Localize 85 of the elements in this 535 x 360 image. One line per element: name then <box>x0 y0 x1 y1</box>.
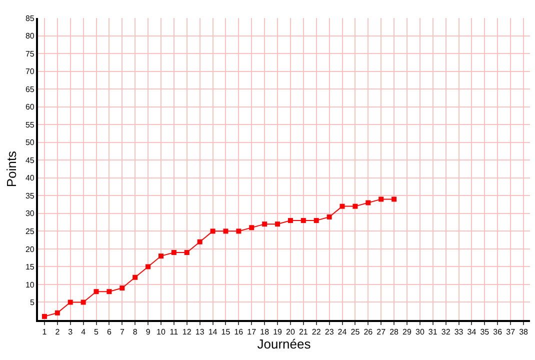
y-tick-label: 10 <box>25 280 35 290</box>
x-tick-label: 27 <box>376 328 386 337</box>
y-tick-label: 5 <box>30 298 35 308</box>
point <box>352 204 358 209</box>
point <box>94 289 99 294</box>
y-tick-label: 85 <box>25 14 35 23</box>
y-tick-label: 15 <box>25 262 35 272</box>
y-tick-label: 20 <box>25 244 35 254</box>
point <box>326 214 332 220</box>
x-tick-label: 4 <box>81 328 86 337</box>
point <box>210 228 216 234</box>
point <box>249 225 254 230</box>
x-tick-label: 3 <box>68 328 74 337</box>
x-axis-title: Journées <box>257 336 312 352</box>
x-tick-label: 1 <box>42 328 48 337</box>
x-tick-label: 23 <box>324 328 334 337</box>
x-tick-label: 8 <box>132 328 138 337</box>
point <box>378 196 384 202</box>
x-tick-label: 30 <box>415 328 425 337</box>
point <box>132 274 138 280</box>
y-tick-label: 65 <box>25 84 35 94</box>
y-tick-label: 35 <box>25 191 35 200</box>
point <box>288 218 293 224</box>
point <box>54 310 60 316</box>
y-tick-label: 70 <box>25 67 35 76</box>
point <box>236 228 242 234</box>
point <box>392 196 397 202</box>
x-tick-label: 24 <box>338 328 348 337</box>
x-tick-label: 25 <box>350 328 360 337</box>
x-tick-label: 16 <box>234 328 244 337</box>
x-tick-label: 15 <box>221 328 231 337</box>
y-tick-label: 25 <box>25 226 35 236</box>
x-tick-label: 9 <box>146 328 151 337</box>
x-tick-label: 7 <box>120 328 125 337</box>
point <box>366 200 371 206</box>
point <box>197 239 202 244</box>
x-tick-label: 26 <box>364 328 374 337</box>
x-tick-label: 28 <box>390 328 400 337</box>
x-tick-label: 35 <box>480 328 490 337</box>
point <box>275 222 280 227</box>
x-tick-label: 21 <box>298 328 308 337</box>
point <box>314 218 319 224</box>
point <box>184 250 190 255</box>
x-tick-label: 14 <box>208 328 218 337</box>
y-tick-label: 50 <box>25 138 35 148</box>
x-tick-label: 2 <box>55 328 60 337</box>
y-tick-label: 75 <box>25 49 35 58</box>
point <box>146 264 151 270</box>
x-tick-label: 13 <box>195 328 205 337</box>
point <box>223 228 228 234</box>
point <box>42 314 47 319</box>
y-tick-label: 40 <box>25 174 35 183</box>
point <box>68 300 73 305</box>
x-tick-label: 18 <box>260 328 270 337</box>
point <box>120 286 125 291</box>
x-tick-label: 34 <box>467 328 477 337</box>
x-tick-label: 36 <box>493 328 503 337</box>
x-tick-label: 38 <box>519 328 529 337</box>
x-tick-label: 33 <box>454 328 464 337</box>
point <box>158 254 164 259</box>
x-tick-label: 31 <box>428 328 438 337</box>
point <box>80 300 86 305</box>
y-tick-label: 30 <box>25 209 35 218</box>
x-tick-label: 11 <box>170 328 179 337</box>
x-tick-label: 17 <box>247 328 257 337</box>
y-tick-label: 80 <box>25 32 35 41</box>
x-tick-label: 19 <box>273 328 283 337</box>
x-tick-label: 5 <box>94 328 100 337</box>
x-tick-label: 29 <box>402 328 412 337</box>
x-tick-label: 20 <box>286 328 296 337</box>
x-tick-label: 6 <box>106 328 112 337</box>
x-tick-label: 37 <box>506 328 516 337</box>
point <box>106 289 112 294</box>
y-tick-label: 45 <box>25 156 35 165</box>
y-axis-title: Points <box>4 150 19 188</box>
x-tick-label: 10 <box>156 328 166 337</box>
point <box>171 250 176 255</box>
y-tick-label: 60 <box>25 102 35 112</box>
y-tick-label: 55 <box>25 120 35 130</box>
x-tick-label: 32 <box>441 328 451 337</box>
point <box>340 204 345 209</box>
x-tick-label: 12 <box>182 328 192 337</box>
point <box>300 218 306 224</box>
point <box>262 222 268 227</box>
x-tick-label: 22 <box>312 328 322 337</box>
